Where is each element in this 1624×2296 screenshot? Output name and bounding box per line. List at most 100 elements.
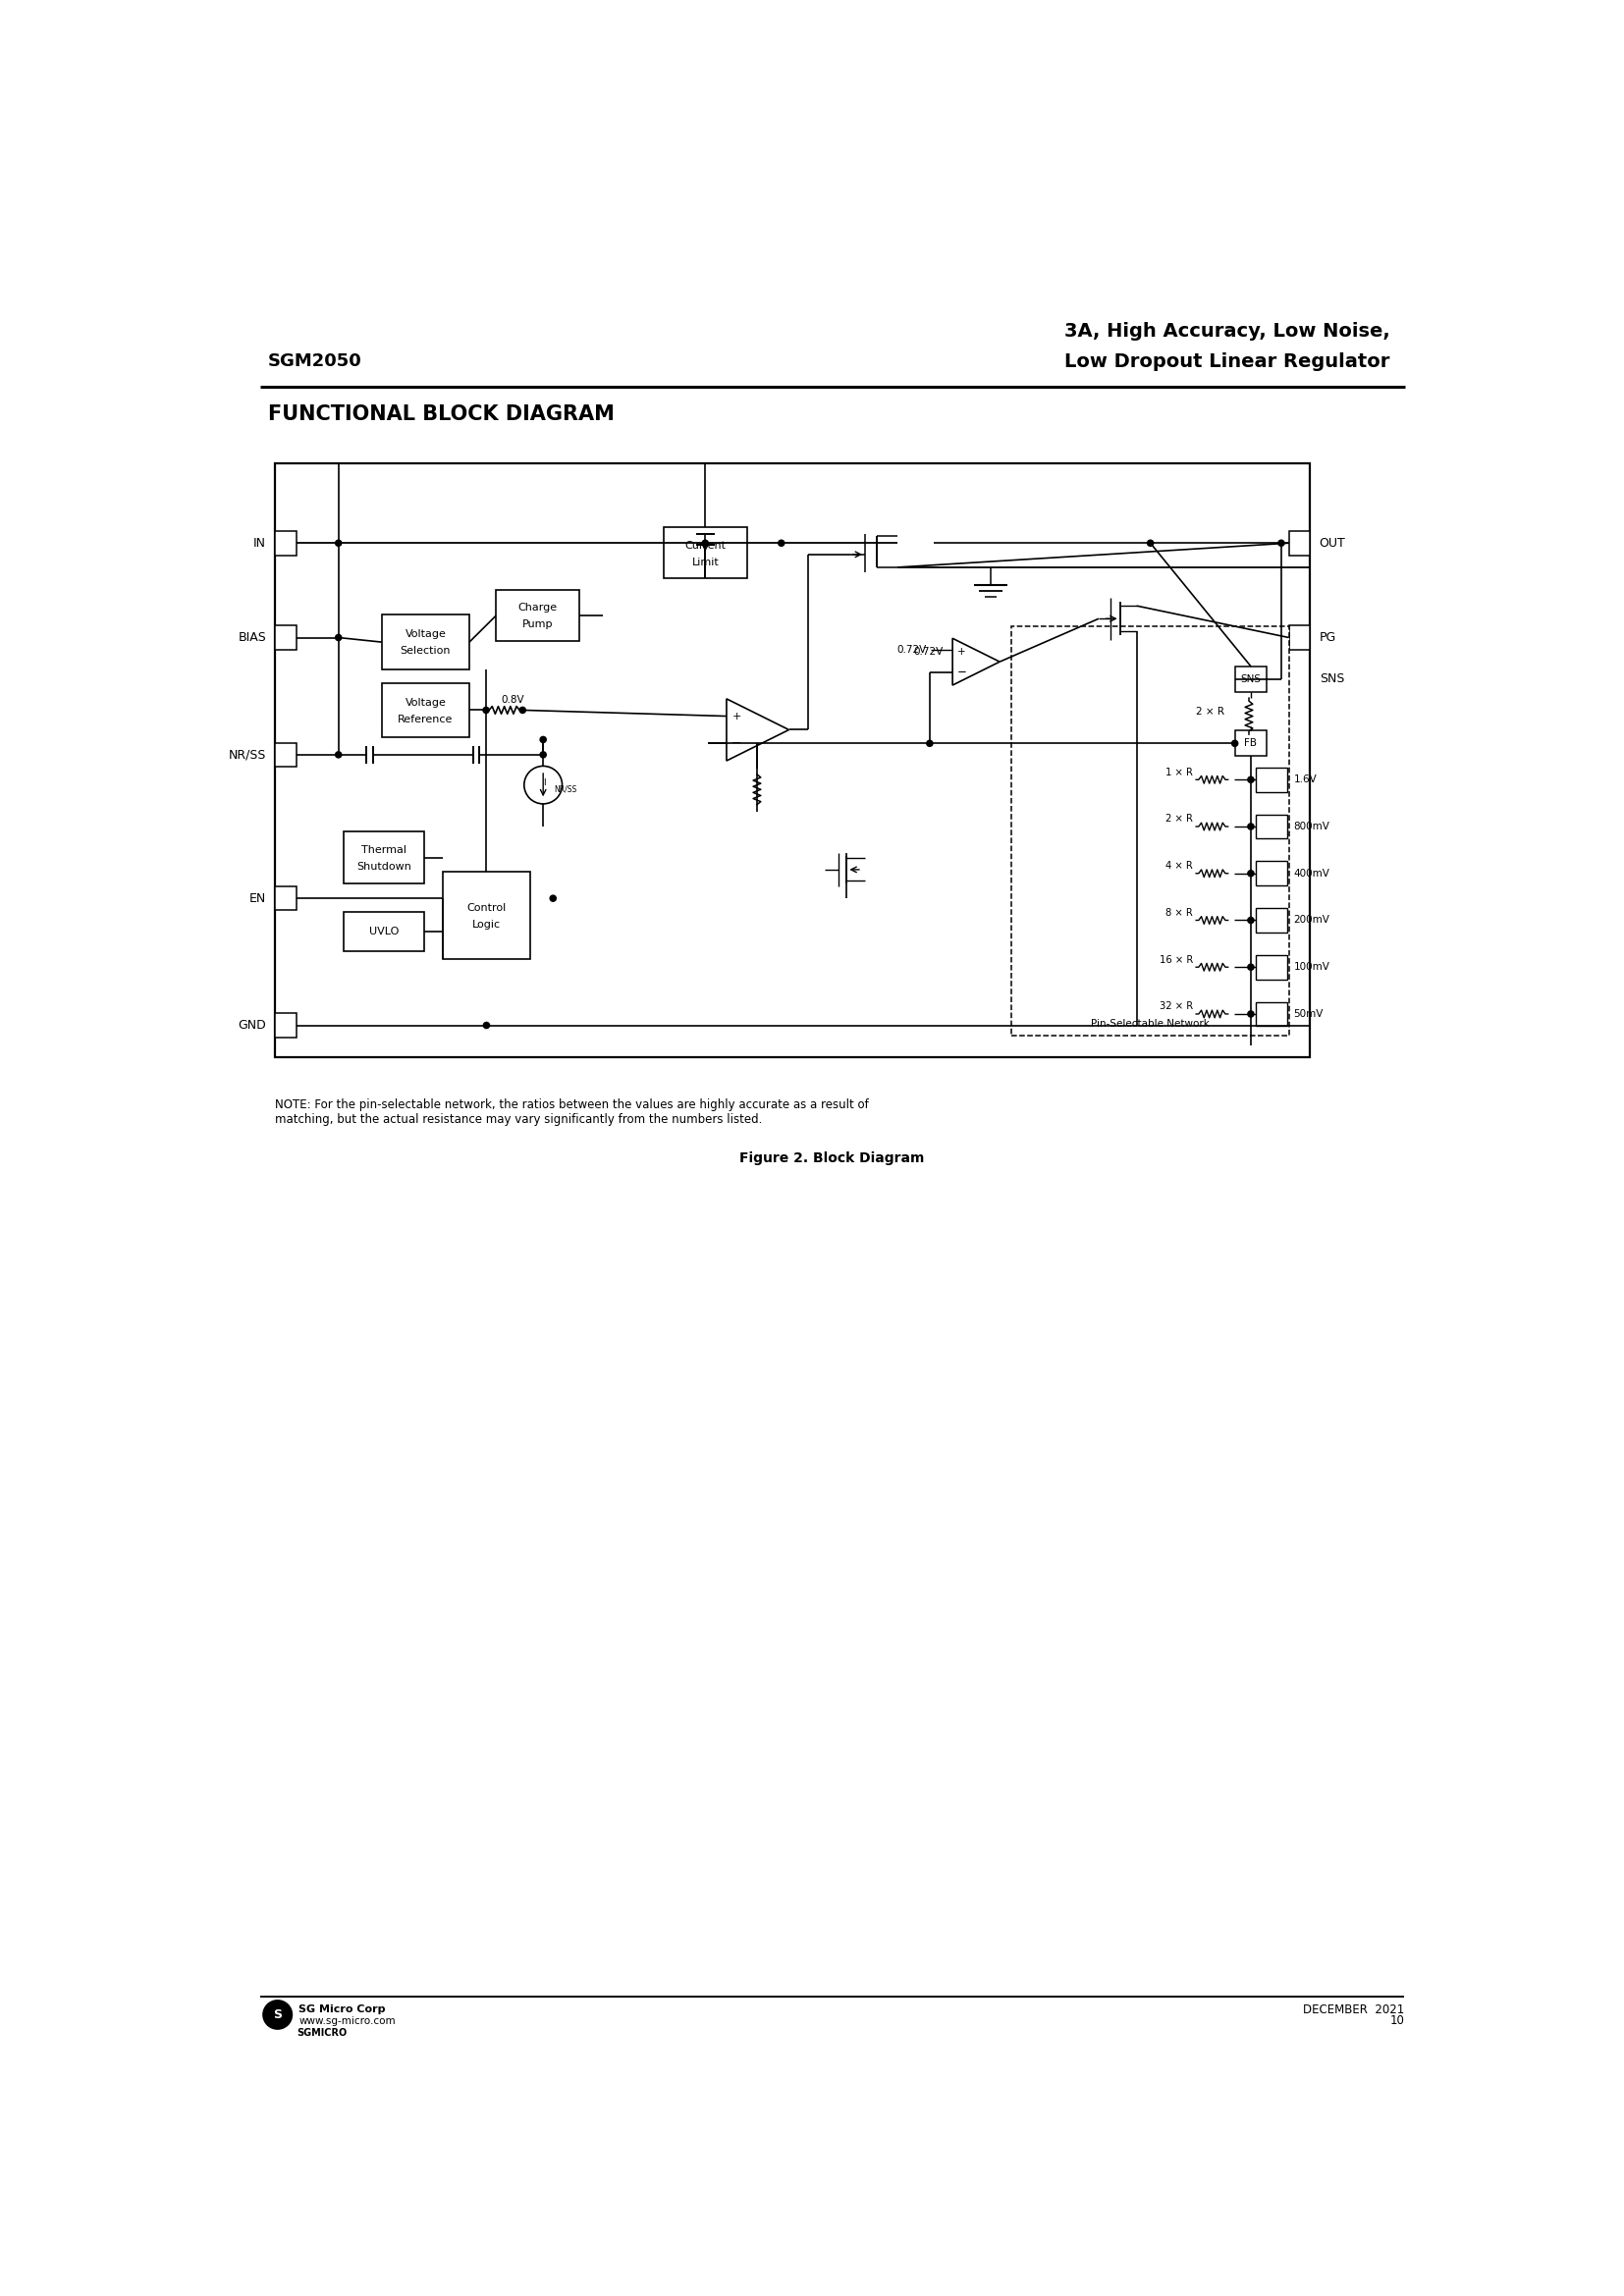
Text: Thermal: Thermal bbox=[361, 845, 406, 854]
Circle shape bbox=[484, 1022, 489, 1029]
Text: 200mV: 200mV bbox=[1293, 916, 1330, 925]
Text: 50mV: 50mV bbox=[1293, 1008, 1324, 1019]
Text: 4 × R: 4 × R bbox=[1166, 861, 1194, 870]
Text: SG Micro Corp: SG Micro Corp bbox=[299, 2004, 387, 2014]
Text: Pin-Selectable Network: Pin-Selectable Network bbox=[1091, 1019, 1210, 1029]
Text: Pump: Pump bbox=[523, 620, 554, 629]
Bar bbox=[276, 464, 1311, 1056]
Text: 32 × R: 32 × R bbox=[1160, 1001, 1194, 1010]
Text: −: − bbox=[957, 666, 966, 680]
Text: FB: FB bbox=[1244, 739, 1257, 748]
Circle shape bbox=[1247, 1010, 1254, 1017]
Text: Current: Current bbox=[685, 540, 726, 551]
Text: Reference: Reference bbox=[398, 714, 453, 723]
Text: IN: IN bbox=[253, 537, 266, 549]
Circle shape bbox=[1247, 824, 1254, 829]
Text: 2 × R: 2 × R bbox=[1166, 815, 1194, 824]
Bar bbox=[495, 590, 580, 641]
Circle shape bbox=[520, 707, 526, 714]
Circle shape bbox=[336, 751, 341, 758]
Bar bbox=[1255, 909, 1288, 932]
Text: −: − bbox=[731, 737, 742, 751]
Bar bbox=[1289, 530, 1311, 556]
Text: Figure 2. Block Diagram: Figure 2. Block Diagram bbox=[741, 1153, 924, 1166]
Bar bbox=[1012, 627, 1289, 1035]
Text: UVLO: UVLO bbox=[369, 928, 398, 937]
Text: Voltage: Voltage bbox=[404, 629, 447, 641]
Circle shape bbox=[541, 751, 546, 758]
Bar bbox=[276, 530, 297, 556]
Text: 16 × R: 16 × R bbox=[1160, 955, 1194, 964]
Text: GND: GND bbox=[239, 1019, 266, 1031]
Text: I: I bbox=[542, 778, 546, 788]
Bar bbox=[1255, 955, 1288, 978]
Text: Charge: Charge bbox=[518, 604, 557, 613]
Circle shape bbox=[927, 739, 932, 746]
Circle shape bbox=[1147, 540, 1153, 546]
Circle shape bbox=[702, 540, 708, 546]
Text: SGMICRO: SGMICRO bbox=[297, 2027, 348, 2039]
Bar bbox=[344, 831, 424, 884]
Circle shape bbox=[336, 540, 341, 546]
Text: +: + bbox=[958, 647, 966, 657]
Text: NR/SS: NR/SS bbox=[554, 785, 577, 794]
Circle shape bbox=[1247, 776, 1254, 783]
Circle shape bbox=[336, 634, 341, 641]
Text: 400mV: 400mV bbox=[1293, 868, 1330, 879]
Text: Voltage: Voltage bbox=[404, 698, 447, 707]
Circle shape bbox=[541, 737, 546, 742]
Text: 8 × R: 8 × R bbox=[1166, 907, 1194, 918]
Bar bbox=[1255, 767, 1288, 792]
Text: Limit: Limit bbox=[692, 558, 719, 567]
Bar bbox=[1255, 815, 1288, 838]
Text: NR/SS: NR/SS bbox=[229, 748, 266, 760]
Bar bbox=[276, 1013, 297, 1038]
Text: 800mV: 800mV bbox=[1293, 822, 1330, 831]
Bar bbox=[276, 625, 297, 650]
Bar bbox=[1255, 861, 1288, 886]
Text: Control: Control bbox=[466, 902, 507, 914]
Bar bbox=[1234, 666, 1267, 691]
Text: Selection: Selection bbox=[400, 645, 451, 657]
Text: EN: EN bbox=[248, 891, 266, 905]
Circle shape bbox=[1278, 540, 1285, 546]
Circle shape bbox=[1247, 964, 1254, 971]
Bar bbox=[382, 682, 469, 737]
Circle shape bbox=[551, 895, 555, 902]
Circle shape bbox=[1247, 870, 1254, 877]
Circle shape bbox=[482, 707, 489, 714]
Text: 1 × R: 1 × R bbox=[1166, 767, 1194, 776]
Text: 1.6V: 1.6V bbox=[1293, 774, 1317, 785]
Bar bbox=[276, 886, 297, 912]
Text: SNS: SNS bbox=[1319, 673, 1345, 687]
Circle shape bbox=[263, 2000, 292, 2030]
Text: Shutdown: Shutdown bbox=[356, 861, 411, 872]
Text: BIAS: BIAS bbox=[239, 631, 266, 643]
Text: PG: PG bbox=[1319, 631, 1337, 643]
Text: 0.72V: 0.72V bbox=[896, 645, 927, 654]
Circle shape bbox=[778, 540, 784, 546]
Text: SNS: SNS bbox=[1241, 675, 1262, 684]
Bar bbox=[663, 528, 747, 579]
Text: 3A, High Accuracy, Low Noise,: 3A, High Accuracy, Low Noise, bbox=[1064, 321, 1390, 340]
Text: FUNCTIONAL BLOCK DIAGRAM: FUNCTIONAL BLOCK DIAGRAM bbox=[268, 404, 614, 425]
Text: 0.8V: 0.8V bbox=[502, 696, 525, 705]
Bar bbox=[1255, 1001, 1288, 1026]
Text: DECEMBER  2021: DECEMBER 2021 bbox=[1302, 2002, 1405, 2016]
Text: Low Dropout Linear Regulator: Low Dropout Linear Regulator bbox=[1065, 351, 1390, 372]
Text: www.sg-micro.com: www.sg-micro.com bbox=[299, 2016, 396, 2025]
Circle shape bbox=[1247, 916, 1254, 923]
Bar bbox=[276, 742, 297, 767]
Bar bbox=[1234, 730, 1267, 755]
Bar bbox=[443, 872, 529, 960]
Text: 2 × R: 2 × R bbox=[1195, 707, 1224, 716]
Text: 10: 10 bbox=[1390, 2014, 1405, 2027]
Bar bbox=[382, 615, 469, 670]
Text: S: S bbox=[273, 2009, 283, 2020]
Bar bbox=[1289, 625, 1311, 650]
Text: SGM2050: SGM2050 bbox=[268, 354, 362, 370]
Bar bbox=[344, 912, 424, 951]
Text: OUT: OUT bbox=[1319, 537, 1346, 549]
Text: +: + bbox=[732, 712, 741, 721]
Circle shape bbox=[1231, 739, 1237, 746]
